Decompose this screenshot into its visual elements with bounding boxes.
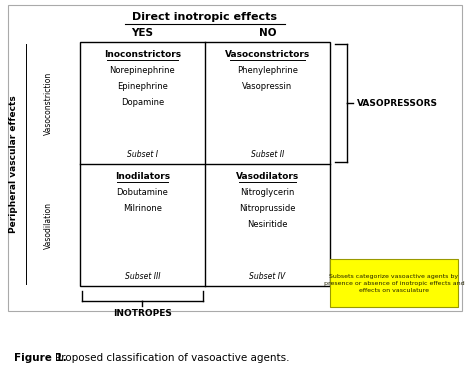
Text: Vasopressin: Vasopressin	[242, 82, 292, 91]
Text: Vasodilation: Vasodilation	[44, 202, 53, 249]
Text: YES: YES	[131, 28, 154, 38]
Text: Inodilators: Inodilators	[115, 172, 170, 181]
Text: Peripheral vascular effects: Peripheral vascular effects	[9, 95, 18, 233]
Text: Nitroprusside: Nitroprusside	[239, 204, 296, 213]
Text: Subset IV: Subset IV	[249, 272, 286, 281]
Text: Vasoconstrictors: Vasoconstrictors	[225, 50, 310, 59]
Text: Nitroglycerin: Nitroglycerin	[240, 188, 295, 197]
Text: Dopamine: Dopamine	[121, 98, 164, 107]
Text: Subset II: Subset II	[251, 150, 284, 159]
Text: Norepinephrine: Norepinephrine	[109, 66, 175, 75]
Text: Nesiritide: Nesiritide	[247, 220, 288, 229]
Text: Figure 1.: Figure 1.	[14, 353, 67, 363]
Bar	[330, 259, 458, 307]
Bar	[8, 5, 462, 311]
Text: Direct inotropic effects: Direct inotropic effects	[133, 12, 277, 22]
Text: INOTROPES: INOTROPES	[113, 309, 172, 318]
Text: Proposed classification of vasoactive agents.: Proposed classification of vasoactive ag…	[55, 353, 289, 363]
Text: NO: NO	[259, 28, 276, 38]
Text: Vasodilators: Vasodilators	[236, 172, 299, 181]
Text: Vasoconstriction: Vasoconstriction	[44, 71, 53, 135]
Bar	[80, 42, 330, 286]
Text: Dobutamine: Dobutamine	[117, 188, 168, 197]
Text: Subset I: Subset I	[127, 150, 158, 159]
Text: Phenylephrine: Phenylephrine	[237, 66, 298, 75]
Text: Milrinone: Milrinone	[123, 204, 162, 213]
Text: Subset III: Subset III	[125, 272, 160, 281]
Text: Inoconstrictors: Inoconstrictors	[104, 50, 181, 59]
Text: Subsets categorize vasoactive agents by
presence or absence of inotropic effects: Subsets categorize vasoactive agents by …	[324, 274, 465, 293]
Text: Epinephrine: Epinephrine	[117, 82, 168, 91]
Text: VASOPRESSORS: VASOPRESSORS	[357, 99, 438, 108]
